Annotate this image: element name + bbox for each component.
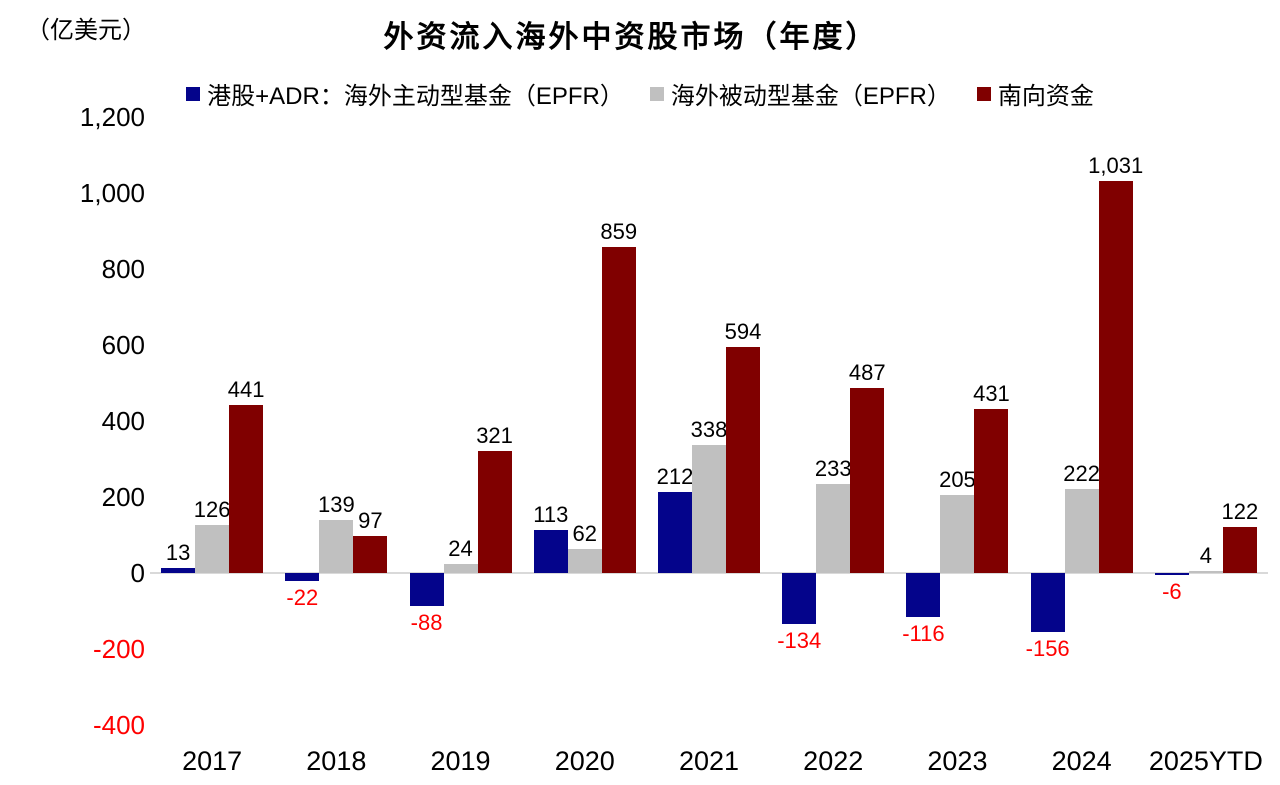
legend-item-active-epfr: 港股+ADR：海外主动型基金（EPFR）: [186, 76, 624, 111]
bar-value-label: 859: [600, 218, 638, 244]
bar-value-label: 126: [193, 497, 231, 523]
bar-value-label: 441: [227, 377, 265, 403]
bar-southbound-2023: [974, 409, 1009, 573]
bar-passive-epfr-2021: [692, 444, 726, 573]
bar-value-label: 97: [358, 508, 383, 534]
bar-value-label: 594: [724, 319, 762, 345]
bar-active-epfr-2018: [285, 573, 320, 582]
bar-value-label: -156: [1025, 636, 1070, 662]
bar-passive-epfr-2022: [816, 484, 851, 573]
legend-label: 海外被动型基金（EPFR）: [670, 83, 951, 110]
bar-passive-epfr-2025YTD: [1188, 571, 1223, 573]
bar-value-label: 222: [1063, 460, 1101, 486]
y-axis-tick: 400: [101, 406, 145, 436]
bar-value-label: 321: [476, 423, 513, 449]
bar-value-label: 1,031: [1088, 153, 1144, 179]
x-axis-label-2022: 2022: [803, 746, 864, 776]
bar-southbound-2022: [850, 387, 885, 573]
bar-value-label: -88: [410, 610, 443, 636]
bar-value-label: 24: [448, 535, 473, 561]
y-axis-tick: -200: [92, 634, 145, 664]
legend-label: 南向资金: [997, 83, 1094, 110]
bar-value-label: 62: [572, 521, 598, 547]
bar-value-label: 139: [317, 492, 355, 518]
bar-passive-epfr-2023: [940, 495, 975, 573]
x-axis-label-2018: 2018: [306, 746, 367, 776]
bar-southbound-2020: [601, 246, 636, 573]
x-axis-label-2023: 2023: [927, 746, 988, 776]
x-axis-label-2017: 2017: [182, 746, 243, 776]
bar-value-label: -116: [902, 621, 945, 647]
x-axis-label-2020: 2020: [554, 746, 615, 776]
bar-southbound-2024: [1098, 181, 1133, 573]
x-axis-zero-line: [150, 572, 1268, 574]
bar-southbound-2021: [726, 347, 760, 573]
legend-marker-square-icon: [649, 86, 664, 101]
y-axis-tick: 200: [101, 482, 145, 512]
bar-value-label: -22: [286, 585, 319, 611]
bar-passive-epfr-2019: [443, 563, 478, 573]
bar-value-label: 487: [848, 359, 886, 385]
y-axis-tick: 600: [101, 330, 145, 360]
bar-value-label: 122: [1221, 498, 1259, 524]
bar-value-label: 13: [165, 540, 191, 566]
bar-southbound-2018: [353, 536, 388, 573]
y-axis-tick: -400: [92, 710, 145, 740]
bar-passive-epfr-2024: [1064, 488, 1099, 573]
bar-active-epfr-2021: [658, 492, 692, 573]
bar-active-epfr-2022: [782, 573, 817, 624]
y-axis-unit-label: （亿美元）: [26, 17, 146, 44]
bar-active-epfr-2023: [906, 573, 941, 618]
bar-value-label: 4: [1199, 543, 1212, 568]
legend-item-passive-epfr: 海外被动型基金（EPFR）: [649, 76, 951, 111]
bar-passive-epfr-2020: [567, 549, 602, 573]
bar-active-epfr-2024: [1030, 573, 1065, 633]
legend-item-southbound: 南向资金: [976, 76, 1094, 111]
bar-active-epfr-2017: [161, 568, 196, 573]
bar-value-label: 205: [939, 467, 976, 493]
bar-value-label: 233: [814, 456, 852, 482]
y-axis-tick: 800: [101, 254, 145, 284]
bar-southbound-2019: [477, 451, 512, 573]
x-axis-label-2024: 2024: [1051, 746, 1112, 776]
bar-value-label: 113: [533, 502, 569, 528]
y-axis-tick: 1,200: [79, 102, 145, 132]
bar-value-label: 338: [690, 416, 728, 442]
bar-southbound-2025YTD: [1222, 526, 1257, 573]
legend: 港股+ADR：海外主动型基金（EPFR） 海外被动型基金（EPFR） 南向资金: [0, 76, 1280, 111]
bar-active-epfr-2025YTD: [1154, 573, 1189, 576]
x-axis-label-2021: 2021: [678, 746, 740, 776]
legend-marker-square-icon: [976, 86, 991, 101]
bar-value-label: -134: [777, 627, 822, 653]
bar-active-epfr-2020: [533, 530, 568, 573]
chart-title: 外资流入海外中资股市场（年度）: [383, 21, 879, 54]
bar-value-label: 212: [656, 464, 694, 490]
y-axis-tick: 1,000: [79, 178, 145, 208]
x-axis-label-2019: 2019: [430, 746, 491, 776]
legend-label: 港股+ADR：海外主动型基金（EPFR）: [207, 83, 624, 110]
bar-value-label: 431: [973, 381, 1010, 407]
bar-southbound-2017: [229, 405, 264, 573]
legend-marker-square-icon: [186, 86, 201, 101]
bar-passive-epfr-2018: [319, 520, 354, 573]
bar-active-epfr-2019: [409, 573, 444, 607]
y-axis-tick: 0: [130, 558, 145, 588]
bar-passive-epfr-2017: [195, 525, 230, 573]
bar-value-label: -6: [1162, 579, 1182, 605]
x-axis-label-2025YTD: 2025YTD: [1148, 746, 1263, 776]
